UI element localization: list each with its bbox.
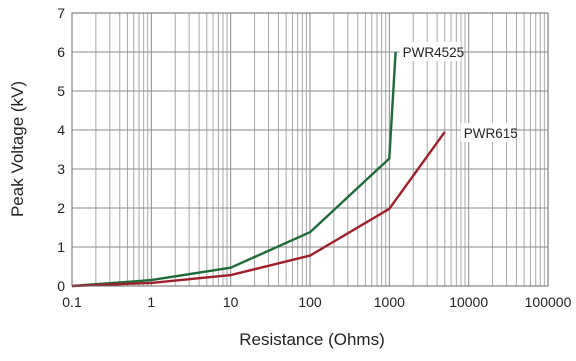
x-tick-label: 1	[147, 294, 155, 310]
y-tick-label: 7	[57, 5, 65, 21]
series-line-pwr615	[71, 131, 446, 288]
y-tick-label: 4	[57, 122, 65, 138]
y-tick-label: 3	[57, 161, 65, 177]
y-tick-label: 0	[57, 278, 65, 294]
y-tick-label: 2	[57, 200, 65, 216]
plot-frame	[71, 12, 549, 287]
series-layer: PWR4525 PWR615	[71, 42, 518, 288]
y-tick-label: 1	[57, 239, 65, 255]
x-axis-title: Resistance (Ohms)	[239, 330, 384, 349]
x-tick-label: 10000	[449, 294, 488, 310]
x-tick-label: 10	[223, 294, 239, 310]
x-tick-label: 1000	[374, 294, 405, 310]
y-axis-title: Peak Voltage (kV)	[8, 81, 27, 217]
y-tick-label: 6	[57, 44, 65, 60]
series-label-pwr615: PWR615	[464, 126, 518, 141]
x-tick-label: 100000	[525, 294, 572, 310]
series-line-pwr4525	[71, 51, 397, 288]
axis-layer: 0.1 1 10 100 1000 10000 100000 0 1 2 3 4 5 6 7	[57, 5, 571, 310]
x-tick-label: 100	[298, 294, 322, 310]
y-tick-label: 5	[57, 83, 65, 99]
grid-layer	[71, 12, 548, 287]
x-tick-label: 0.1	[62, 294, 82, 310]
series-label-pwr4525: PWR4525	[403, 45, 465, 60]
series-label-bg	[460, 122, 515, 142]
series-label-bg	[399, 42, 461, 61]
